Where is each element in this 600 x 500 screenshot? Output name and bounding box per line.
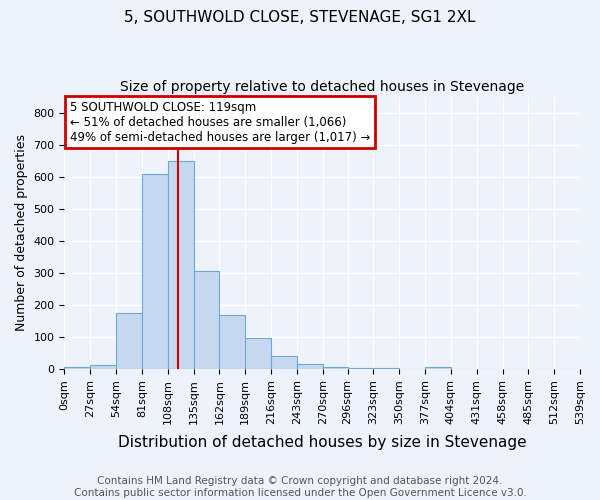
Bar bbox=[347, 368, 373, 369]
Bar bbox=[220, 314, 245, 369]
Bar bbox=[245, 338, 271, 369]
Bar bbox=[142, 174, 168, 369]
Bar bbox=[271, 356, 297, 369]
X-axis label: Distribution of detached houses by size in Stevenage: Distribution of detached houses by size … bbox=[118, 435, 527, 450]
Y-axis label: Number of detached properties: Number of detached properties bbox=[15, 134, 28, 332]
Text: 5 SOUTHWOLD CLOSE: 119sqm
← 51% of detached houses are smaller (1,066)
49% of se: 5 SOUTHWOLD CLOSE: 119sqm ← 51% of detac… bbox=[70, 100, 370, 144]
Text: 5, SOUTHWOLD CLOSE, STEVENAGE, SG1 2XL: 5, SOUTHWOLD CLOSE, STEVENAGE, SG1 2XL bbox=[124, 10, 476, 25]
Bar bbox=[116, 313, 142, 369]
Bar bbox=[323, 366, 347, 369]
Bar bbox=[64, 366, 90, 369]
Bar bbox=[168, 160, 194, 369]
Text: Contains HM Land Registry data © Crown copyright and database right 2024.
Contai: Contains HM Land Registry data © Crown c… bbox=[74, 476, 526, 498]
Bar bbox=[373, 368, 399, 369]
Title: Size of property relative to detached houses in Stevenage: Size of property relative to detached ho… bbox=[120, 80, 524, 94]
Bar bbox=[297, 364, 323, 369]
Bar bbox=[90, 366, 116, 369]
Bar bbox=[194, 272, 220, 369]
Bar bbox=[425, 367, 451, 369]
